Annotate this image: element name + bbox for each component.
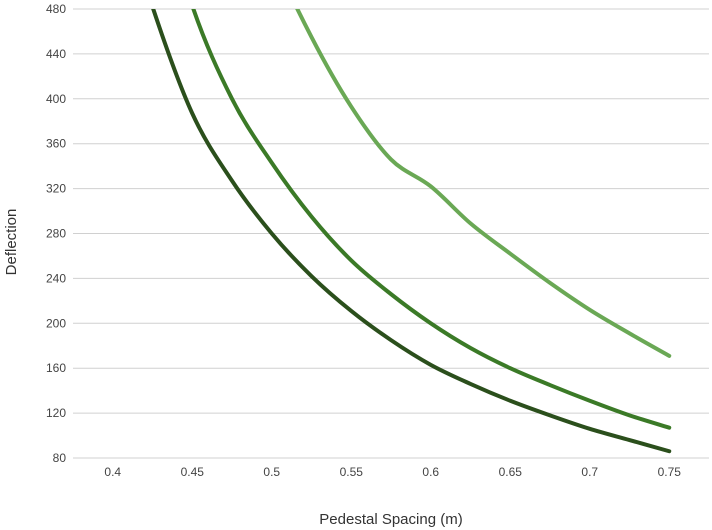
y-axis-title: Deflection	[3, 209, 20, 276]
y-axis-ticks: 80 120 160 200 240 280 320 360 400 440 480	[46, 2, 66, 465]
y-tick-label: 120	[46, 406, 66, 420]
x-tick-label: 0.55	[340, 465, 364, 479]
x-tick-label: 0.45	[181, 465, 205, 479]
y-tick-label: 400	[46, 92, 66, 106]
x-tick-label: 0.6	[422, 465, 439, 479]
y-tick-label: 320	[46, 182, 66, 196]
y-tick-label: 160	[46, 361, 66, 375]
y-tick-label: 280	[46, 227, 66, 241]
gridlines	[73, 8, 709, 459]
x-tick-label: 0.4	[104, 465, 121, 479]
y-tick-label: 200	[46, 316, 66, 330]
x-axis-ticks: 0.4 0.45 0.5 0.55 0.6 0.65 0.7 0.75	[104, 465, 681, 479]
y-tick-label: 440	[46, 47, 66, 61]
series-line-3	[295, 9, 672, 358]
series-lines	[151, 9, 672, 454]
y-tick-label: 240	[46, 271, 66, 285]
series-line-2	[191, 9, 672, 430]
x-tick-label: 0.5	[263, 465, 280, 479]
x-axis-title: Pedestal Spacing (m)	[319, 511, 462, 528]
x-tick-label: 0.65	[499, 465, 523, 479]
y-tick-label: 360	[46, 137, 66, 151]
series-line-1	[151, 9, 672, 454]
y-tick-label: 480	[46, 2, 66, 16]
y-tick-label: 80	[53, 451, 67, 465]
x-tick-label: 0.75	[658, 465, 682, 479]
x-tick-label: 0.7	[581, 465, 598, 479]
